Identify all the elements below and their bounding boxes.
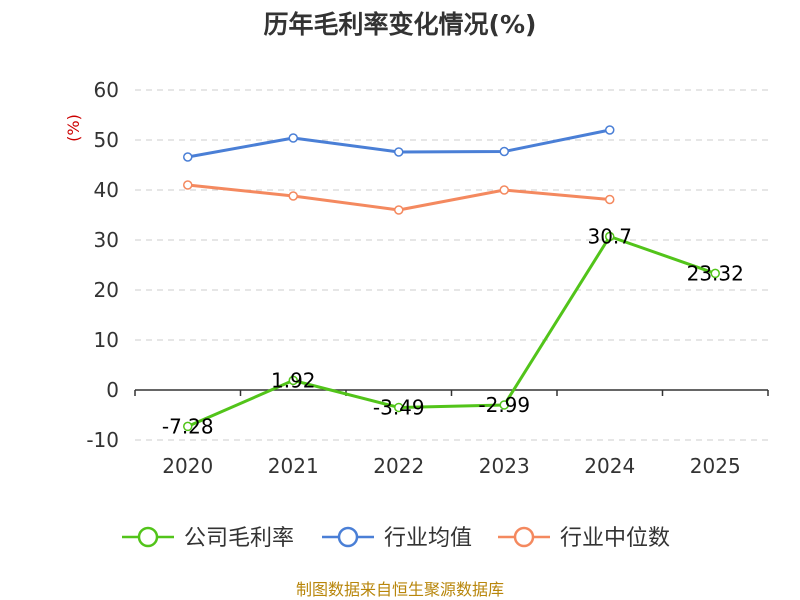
y-tick-label: 0 <box>106 378 119 402</box>
data-label: -3.49 <box>373 395 425 419</box>
data-point <box>710 268 720 279</box>
legend-swatch-marker <box>337 526 359 548</box>
y-tick-label: -10 <box>86 428 119 452</box>
y-tick-label: 20 <box>94 278 119 302</box>
x-tick-label: 2020 <box>162 454 213 478</box>
x-tick-label: 2024 <box>584 454 635 478</box>
data-point <box>499 146 509 157</box>
y-tick-label: 60 <box>94 78 119 102</box>
data-label: 23.32 <box>687 261 744 285</box>
data-point <box>605 125 615 135</box>
x-tick-label: 2022 <box>373 454 424 478</box>
grid-lines <box>135 89 768 441</box>
data-labels: -7.28 1.92 -3.49 -2.99 30.7 23.32 <box>162 225 744 439</box>
data-point <box>605 231 615 242</box>
legend-label: 行业中位数 <box>560 526 670 551</box>
data-label: -7.28 <box>162 414 214 438</box>
y-tick-label: 50 <box>94 128 119 152</box>
x-tick-label: 2021 <box>268 454 319 478</box>
data-label: 1.92 <box>271 368 316 392</box>
data-point <box>183 152 193 162</box>
data-point <box>183 421 193 432</box>
x-tick-label: 2023 <box>479 454 530 478</box>
source-note: 制图数据来自恒生聚源数据库 <box>296 580 504 599</box>
x-tick-label: 2025 <box>690 454 741 478</box>
legend-label: 公司毛利率 <box>184 526 294 551</box>
y-tick-label: 10 <box>94 328 119 352</box>
data-point <box>183 180 193 190</box>
data-point <box>394 147 404 157</box>
data-point <box>605 194 615 205</box>
legend-label: 行业均值 <box>384 526 472 551</box>
x-axis: 2020 2021 2022 2023 2024 2025 <box>134 389 769 478</box>
data-point <box>394 402 404 413</box>
data-label: -2.99 <box>478 393 530 417</box>
data-point <box>499 185 509 195</box>
data-point <box>288 191 298 201</box>
legend: 公司毛利率 行业均值 行业中位数 <box>122 526 670 551</box>
data-point <box>499 400 509 410</box>
data-label: 30.7 <box>587 225 632 249</box>
y-tick-label: 40 <box>94 178 119 202</box>
y-tick-label: 30 <box>94 228 119 252</box>
series-group <box>183 125 720 432</box>
y-axis-label: (%) <box>64 114 83 142</box>
data-point <box>394 205 404 215</box>
y-axis-ticks: -10 0 10 20 30 40 50 60 <box>86 78 119 452</box>
series-line <box>187 235 716 428</box>
legend-swatch-marker <box>513 526 535 548</box>
chart-title: 历年毛利率变化情况(%) <box>264 10 537 39</box>
data-point <box>288 133 298 143</box>
data-point <box>288 375 298 386</box>
legend-swatch-marker <box>137 526 159 548</box>
